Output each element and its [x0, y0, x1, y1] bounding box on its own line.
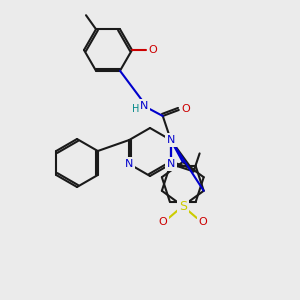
Text: N: N: [167, 135, 175, 145]
Text: N: N: [167, 159, 175, 169]
Text: N: N: [167, 135, 175, 145]
Text: O: O: [148, 45, 158, 55]
Text: O: O: [198, 217, 207, 227]
Text: S: S: [179, 200, 187, 212]
Text: O: O: [182, 104, 190, 114]
Text: H: H: [132, 104, 140, 114]
Text: O: O: [158, 217, 167, 227]
Text: S: S: [179, 200, 187, 212]
Text: N: N: [125, 159, 134, 169]
Text: N: N: [167, 159, 175, 169]
Text: O: O: [148, 45, 158, 55]
Text: N: N: [140, 101, 148, 111]
Text: O: O: [182, 104, 190, 114]
Text: O: O: [198, 217, 207, 227]
Text: N: N: [140, 101, 148, 111]
Text: N: N: [125, 159, 134, 169]
Text: H: H: [132, 104, 140, 114]
Text: O: O: [158, 217, 167, 227]
